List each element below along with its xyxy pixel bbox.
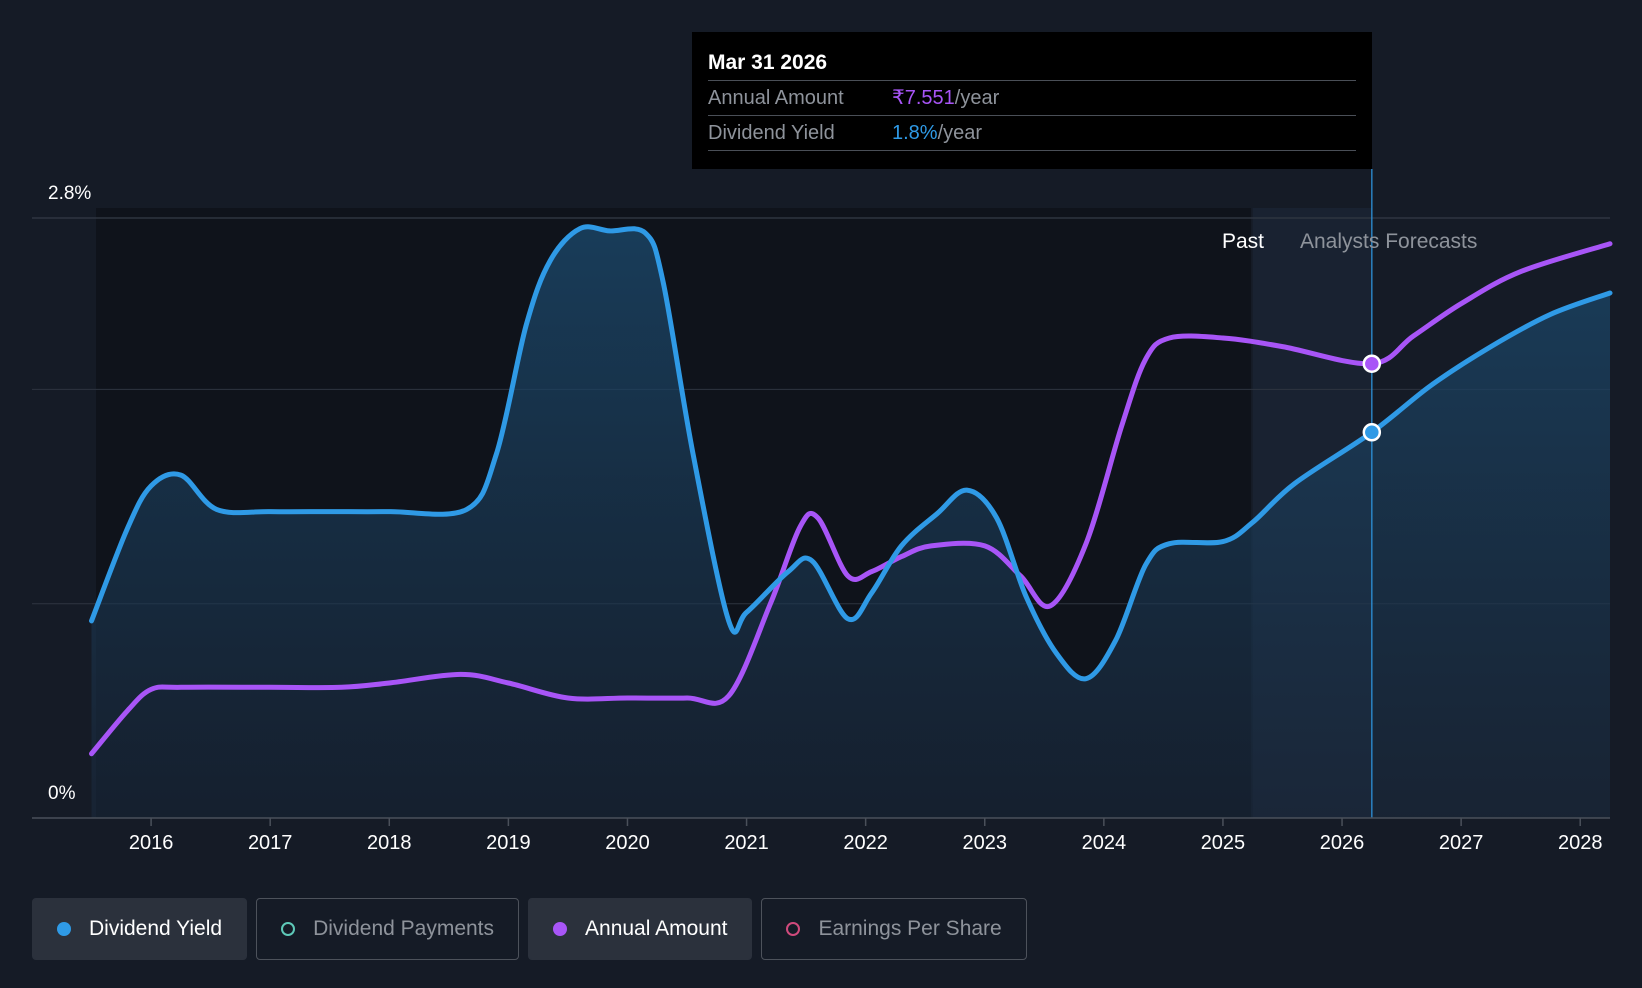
annual-amount-dot-icon [553,922,568,936]
legend-dividend-payments[interactable]: Dividend Payments [256,898,520,960]
tooltip-row-dividend-yield: Dividend Yield 1.8% /year [708,116,1356,151]
tooltip-value: ₹7.551 [892,87,955,109]
past-label: Past [1222,230,1265,253]
legend-label: Dividend Payments [313,917,495,940]
x-tick-label: 2021 [724,832,769,854]
dividend-payments-ring-icon [281,922,296,936]
legend-dividend-yield[interactable]: Dividend Yield [32,898,248,960]
x-tick-label: 2028 [1557,832,1603,854]
x-tick-label: 2022 [843,832,888,854]
tooltip-unit: /year [937,122,983,144]
x-tick-label: 2020 [605,832,650,854]
earnings-per-share-ring-icon [786,922,801,936]
annual-amount-line[interactable] [89,241,1613,757]
y-axis-top-label: 2.8% [48,183,92,204]
tooltip-row-annual-amount: Annual Amount ₹7.551 /year [708,81,1356,116]
dividend-yield-marker[interactable] [1362,423,1382,442]
x-tick-label: 2023 [962,832,1008,854]
x-tick-label: 2017 [247,832,293,854]
legend-label: Earnings Per Share [818,917,1002,940]
x-tick-label: 2025 [1200,832,1246,854]
dividend-yield-line[interactable] [89,224,1613,682]
legend-earnings-per-share[interactable]: Earnings Per Share [761,898,1027,960]
tooltip-value: 1.8% [892,122,938,144]
x-tick-label: 2024 [1081,832,1127,854]
x-tick-label: 2019 [486,832,531,854]
dividend-yield-area [91,226,1610,818]
tooltip-label: Dividend Yield [708,122,835,144]
legend: Dividend Yield Dividend Payments Annual … [32,898,1027,960]
tooltip-unit: /year [954,87,1000,109]
legend-label: Annual Amount [585,917,728,940]
x-tick-label: 2018 [367,832,412,854]
tooltip-date: Mar 31 2026 [708,46,1356,81]
legend-label: Dividend Yield [89,917,223,940]
legend-annual-amount[interactable]: Annual Amount [528,898,753,960]
chart-tooltip: Mar 31 2026 Annual Amount ₹7.551 /year D… [692,32,1372,169]
x-tick-label: 2016 [128,832,174,854]
forecast-label: Analysts Forecasts [1300,230,1478,253]
x-tick-label: 2027 [1438,832,1484,854]
tooltip-label: Annual Amount [708,87,844,109]
annual-amount-marker[interactable] [1362,354,1382,373]
x-tick-marks [150,818,1581,826]
y-axis-bottom-label: 0% [48,783,76,804]
dividend-yield-dot-icon [57,922,71,936]
x-tick-label: 2026 [1319,832,1365,854]
